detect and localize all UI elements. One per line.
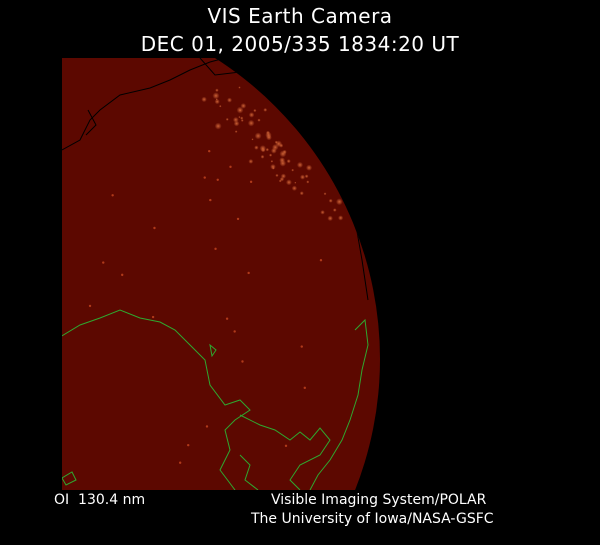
aurora-spot	[282, 149, 287, 155]
noise-spot	[284, 444, 288, 448]
aurora-spot	[248, 112, 255, 118]
coastlines	[62, 309, 369, 490]
aurora-spot	[271, 144, 279, 151]
aurora-spot	[305, 164, 313, 171]
aurora-spot	[214, 122, 222, 130]
noise-spot	[241, 360, 244, 363]
aurora-spot	[240, 116, 244, 120]
aurora-spot	[278, 179, 282, 183]
noise-spot	[208, 149, 211, 153]
aurora-spot	[285, 179, 292, 186]
aurora-spot	[236, 106, 244, 114]
aurora-spot	[257, 118, 261, 122]
aurora-spot	[253, 108, 257, 113]
aurora-spot	[215, 88, 219, 92]
aurora-spot	[299, 191, 304, 196]
aurora-spot	[286, 159, 291, 164]
aurora-spot	[232, 116, 239, 123]
aurora-spot	[265, 147, 270, 152]
aurora-spot	[291, 168, 295, 172]
aurora-spot	[280, 173, 287, 179]
wavelength-label: OI 130.4 nm	[54, 492, 146, 508]
aurora-spot	[219, 104, 222, 108]
noise-spot	[111, 194, 114, 197]
noise-spot	[236, 217, 240, 221]
aurora-spot	[251, 138, 254, 141]
noise-spot	[233, 330, 236, 333]
aurora-spot	[269, 153, 273, 157]
aurora-spot	[291, 185, 298, 191]
aurora-spot	[227, 97, 233, 103]
aurora-spot	[335, 198, 343, 206]
aurora-spot	[260, 147, 266, 153]
aurora-spot	[338, 215, 344, 221]
noise-spot	[88, 304, 92, 308]
noise-spot	[121, 273, 124, 277]
noise-spot	[187, 443, 190, 447]
aurora-spot	[247, 119, 255, 127]
aurora-spot	[238, 86, 241, 89]
aurora-spot	[248, 159, 254, 164]
noise-spot	[153, 226, 156, 230]
aurora-spot	[263, 107, 268, 112]
earth-disk	[62, 58, 380, 490]
noise-spot	[225, 317, 229, 320]
image-timestamp: DEC 01, 2005/335 1834:20 UT	[140, 32, 460, 56]
aurora-spot	[265, 130, 270, 135]
organization-label: The University of Iowa/NASA-GSFC	[251, 511, 494, 527]
aurora-spot	[266, 134, 272, 141]
aurora-spot	[238, 116, 241, 119]
instrument-label: Visible Imaging System/POLAR	[271, 492, 487, 508]
noise-spot	[319, 259, 323, 262]
aurora-spot	[294, 181, 297, 184]
noise-spot	[214, 247, 217, 251]
aurora-spot	[270, 160, 274, 163]
noise-spot	[303, 386, 306, 390]
aurora-spot	[327, 215, 333, 222]
aurora-spot	[214, 99, 220, 105]
aurora-spot	[225, 117, 229, 121]
aurora-oval	[88, 86, 344, 464]
noise-spot	[178, 461, 182, 464]
aurora-spot	[260, 154, 265, 159]
noise-spot	[216, 178, 219, 181]
aurora-spot	[240, 119, 244, 122]
aurora-spot	[332, 208, 337, 212]
image-title: VIS Earth Camera	[207, 4, 393, 28]
aurora-spot	[320, 210, 325, 215]
aurora-spot	[212, 92, 220, 100]
noise-spot	[205, 425, 209, 428]
aurora-spot	[234, 130, 238, 133]
noise-spot	[247, 271, 250, 275]
aurora-spot	[296, 161, 304, 168]
aurora-spot	[323, 192, 327, 196]
aurora-spot	[254, 145, 259, 150]
aurora-spot	[304, 174, 309, 179]
aurora-spot	[270, 163, 276, 170]
noise-spot	[151, 315, 155, 319]
aurora-spot	[300, 174, 306, 180]
aurora-spot	[275, 173, 279, 178]
noise-spot	[102, 261, 105, 264]
noise-spot	[203, 176, 206, 179]
aurora-spot	[306, 180, 310, 184]
noise-spot	[229, 165, 232, 169]
aurora-spot	[201, 96, 207, 103]
noise-spot	[249, 180, 253, 184]
noise-spot	[209, 198, 212, 202]
aurora-spot	[279, 160, 287, 167]
noise-spot	[300, 345, 303, 348]
aurora-spot	[328, 198, 333, 203]
aurora-spot	[254, 132, 262, 140]
